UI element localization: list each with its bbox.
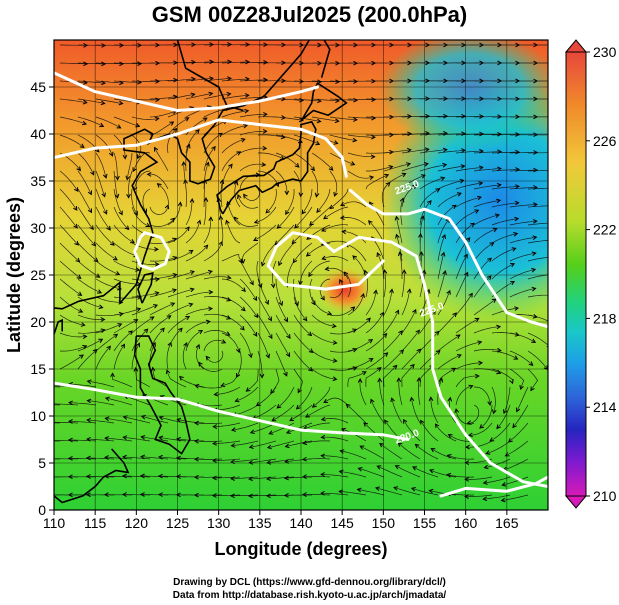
coastline-segment (301, 82, 348, 121)
x-tick-label: 150 (372, 515, 396, 531)
contour-line (332, 235, 548, 488)
coastline-segment (133, 335, 191, 455)
x-tick-label: 130 (207, 515, 231, 531)
contour-line (266, 231, 385, 291)
colorbar-top-arrow (564, 39, 588, 53)
x-tick-label: 110 (43, 515, 66, 531)
coastline-segment (137, 272, 154, 304)
y-tick-label: 30 (30, 220, 46, 236)
x-tick-label: 115 (84, 515, 107, 531)
coastline-segment (216, 120, 317, 215)
colorbar-label: 218 (593, 310, 617, 326)
x-tick-label: 120 (125, 515, 149, 531)
streamline-paths (54, 44, 548, 501)
credit-drawing: Drawing by DCL (https://www.gfd-dennou.o… (173, 577, 446, 588)
contour-line (54, 71, 319, 112)
contour-line (133, 231, 171, 271)
x-tick-label: 140 (289, 515, 313, 531)
coastline (54, 40, 348, 504)
y-tick-label: 0 (38, 502, 46, 518)
y-axis-label: Latitude (degrees) (4, 197, 24, 353)
colorbar-label: 214 (593, 399, 617, 415)
credit-data: Data from http://database.rish.kyoto-u.a… (172, 590, 447, 601)
warm-spot (317, 266, 373, 314)
contour-line (54, 381, 410, 441)
gridlines (54, 40, 548, 510)
y-tick-label: 45 (30, 79, 46, 95)
streamline-arrowheads (54, 42, 548, 503)
y-tick-label: 40 (30, 126, 46, 142)
x-axis-label: Longitude (degrees) (214, 539, 387, 559)
coastline-segment (54, 448, 130, 504)
y-axis-ticks: 0 5 10 15 20 25 30 35 40 45 (30, 79, 54, 518)
plot-area (54, 40, 548, 510)
colorbar: 230 226 222 218 214 210 (564, 39, 617, 509)
x-axis-ticks: 110 115 120 125 130 135 140 145 150 155 160 165 (43, 510, 519, 531)
y-tick-label: 15 (30, 361, 46, 377)
streamlines (54, 42, 548, 503)
y-tick-label: 20 (30, 314, 46, 330)
cold-region-northeast (380, 40, 548, 150)
y-tick-label: 10 (30, 408, 46, 424)
x-tick-label: 160 (454, 515, 478, 531)
y-tick-label: 5 (38, 455, 46, 471)
y-tick-label: 25 (30, 267, 46, 283)
contour-line (54, 118, 348, 178)
colorbar-bottom-arrow (564, 495, 588, 509)
x-tick-label: 145 (330, 515, 354, 531)
coastline-segment (54, 280, 121, 310)
colorbar-label: 230 (593, 44, 617, 60)
coastline-segment (320, 40, 331, 78)
map-title: GSM 00Z28Jul2025 (200.0hPa) (151, 2, 468, 27)
colorbar-label: 222 (593, 222, 617, 238)
coastline-segment (54, 318, 63, 335)
colorbar-gradient (565, 51, 587, 497)
contour-line (348, 188, 548, 329)
y-tick-label: 35 (30, 173, 46, 189)
x-tick-label: 125 (166, 515, 190, 531)
colorbar-label: 226 (593, 133, 617, 149)
x-tick-label: 155 (413, 515, 437, 531)
contour-line (439, 475, 548, 498)
contour-lines (54, 71, 548, 498)
x-tick-label: 135 (248, 515, 272, 531)
colorbar-label: 210 (593, 488, 617, 504)
x-tick-label: 165 (495, 515, 519, 531)
